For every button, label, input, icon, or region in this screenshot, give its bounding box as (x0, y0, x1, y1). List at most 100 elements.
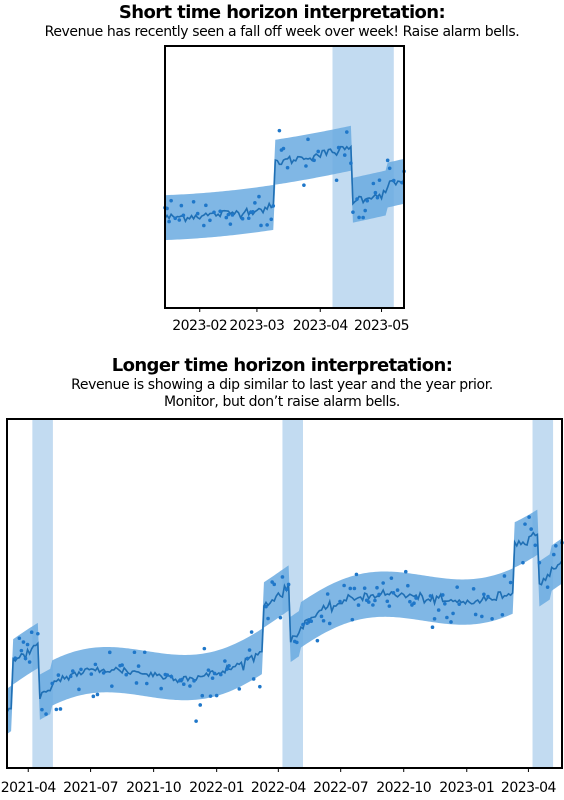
data-point (212, 210, 216, 215)
data-point (89, 672, 94, 676)
data-point (202, 223, 206, 228)
data-point (142, 650, 147, 655)
data-point (521, 560, 525, 565)
data-point (391, 591, 396, 595)
data-point (354, 572, 359, 577)
data-point (277, 128, 282, 133)
data-point (500, 612, 505, 617)
data-point (351, 210, 355, 214)
data-point (490, 616, 494, 621)
data-point (101, 671, 106, 675)
data-point (286, 582, 291, 587)
data-point (200, 693, 205, 698)
data-point (440, 593, 445, 597)
chart-2-subtitle-line-2: Monitor, but don’t raise alarm bells. (164, 394, 400, 410)
data-point (253, 201, 257, 205)
data-point (403, 569, 408, 574)
data-point (356, 603, 361, 607)
data-point (482, 592, 486, 597)
data-point (321, 618, 326, 623)
data-point (400, 180, 404, 185)
data-point (21, 640, 26, 644)
data-point (23, 656, 28, 661)
data-point (249, 630, 254, 634)
x-tick-label: 2023-04 (293, 318, 349, 334)
data-point (206, 668, 211, 672)
data-point (432, 617, 437, 621)
data-point (264, 604, 268, 609)
data-point (93, 662, 98, 667)
data-point (486, 594, 490, 599)
data-point (430, 625, 435, 630)
plot-frame (6, 418, 563, 769)
x-tick-label: 2022-10 (376, 780, 431, 796)
data-point (408, 599, 412, 604)
data-point (181, 682, 186, 687)
data-point (272, 582, 277, 587)
data-point (17, 636, 22, 641)
data-point (198, 703, 203, 707)
data-point (124, 672, 129, 677)
data-point (338, 599, 342, 604)
data-point (230, 213, 235, 217)
chart-2-title: Longer time horizon interpretation: (111, 355, 453, 376)
data-point (319, 614, 324, 619)
data-point (110, 684, 114, 688)
data-point (259, 223, 263, 228)
data-point (502, 574, 507, 578)
data-point (208, 694, 213, 698)
data-point (365, 198, 370, 203)
data-point (305, 621, 309, 626)
x-tick-label: 2022-04 (251, 780, 307, 796)
x-tick-label: 2021-04 (1, 780, 57, 796)
data-point (342, 583, 346, 588)
data-point (227, 664, 231, 668)
data-point (545, 585, 550, 589)
data-point (436, 608, 441, 612)
data-point (445, 615, 449, 620)
data-point (363, 208, 367, 213)
x-tick-label: 2023-01 (439, 780, 494, 796)
data-point (40, 707, 44, 712)
data-point (202, 646, 207, 651)
data-point (342, 153, 347, 157)
x-tick-label: 2021-07 (63, 780, 118, 796)
data-point (192, 679, 196, 683)
data-point (269, 217, 274, 222)
data-point (348, 586, 353, 591)
data-point (349, 161, 353, 165)
data-point (251, 677, 256, 681)
data-point (355, 197, 359, 201)
x-tick-label: 2021-10 (126, 780, 181, 796)
data-point (533, 543, 538, 548)
trend-line (6, 531, 563, 713)
data-point (551, 552, 556, 557)
data-point (345, 130, 349, 134)
data-point (443, 601, 447, 606)
data-point (159, 686, 163, 691)
data-point (13, 656, 18, 660)
data-point (334, 178, 339, 183)
data-point (225, 667, 229, 671)
data-point (50, 681, 55, 686)
data-point (527, 515, 531, 519)
data-point (169, 198, 173, 203)
data-point (167, 219, 171, 224)
data-point (70, 669, 75, 673)
data-point (480, 614, 484, 619)
data-point (377, 592, 381, 597)
data-point (381, 581, 385, 585)
data-point (188, 684, 192, 688)
data-point (251, 209, 255, 214)
data-point (181, 213, 186, 218)
data-point (375, 585, 379, 590)
data-point (77, 687, 81, 692)
x-tick-label: 2023-03 (229, 318, 284, 334)
data-point (179, 203, 184, 208)
highlight-band-2 (282, 419, 303, 768)
data-point (169, 674, 174, 679)
data-point (508, 580, 513, 585)
data-point (27, 660, 32, 664)
